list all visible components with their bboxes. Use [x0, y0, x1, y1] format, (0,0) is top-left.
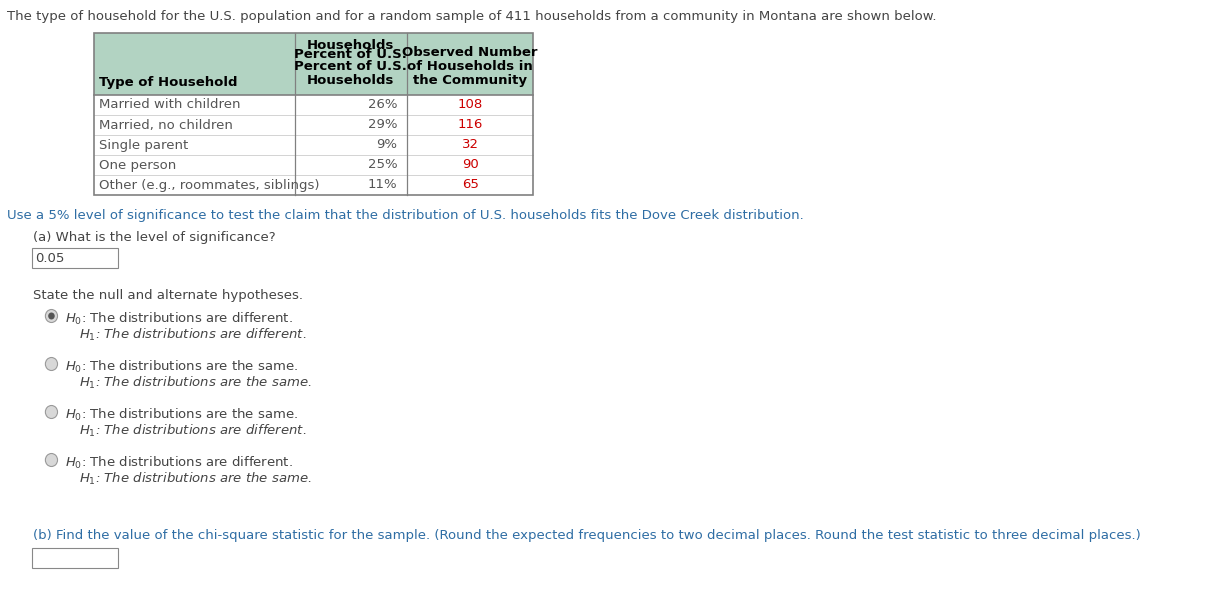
- Text: 108: 108: [458, 98, 483, 111]
- Text: (b) Find the value of the chi-square statistic for the sample. (Round the expect: (b) Find the value of the chi-square sta…: [33, 529, 1140, 542]
- Text: 25%: 25%: [368, 158, 398, 171]
- Circle shape: [49, 313, 55, 320]
- FancyBboxPatch shape: [32, 548, 118, 568]
- Text: $H_1$: The distributions are the same.: $H_1$: The distributions are the same.: [79, 375, 312, 391]
- Text: Households: Households: [307, 39, 394, 52]
- Text: $H_1$: The distributions are different.: $H_1$: The distributions are different.: [79, 327, 307, 343]
- FancyBboxPatch shape: [32, 248, 118, 268]
- Text: $H_1$: The distributions are the same.: $H_1$: The distributions are the same.: [79, 471, 312, 487]
- Text: 29%: 29%: [368, 119, 398, 132]
- Text: Use a 5% level of significance to test the claim that the distribution of U.S. h: Use a 5% level of significance to test t…: [7, 209, 804, 222]
- Text: $H_1$: The distributions are different.: $H_1$: The distributions are different.: [79, 423, 307, 439]
- Text: 32: 32: [461, 139, 478, 151]
- Text: 26%: 26%: [368, 98, 398, 111]
- Text: Married, no children: Married, no children: [99, 119, 232, 132]
- Text: Married with children: Married with children: [99, 98, 241, 111]
- Text: $H_0$: The distributions are different.: $H_0$: The distributions are different.: [66, 311, 293, 327]
- Text: the Community: the Community: [413, 74, 527, 87]
- Text: Observed Number: Observed Number: [403, 46, 538, 59]
- Text: $H_0$: The distributions are the same.: $H_0$: The distributions are the same.: [66, 359, 298, 375]
- Text: Percent of U.S.: Percent of U.S.: [295, 60, 408, 73]
- Text: $H_0$: The distributions are different.: $H_0$: The distributions are different.: [66, 455, 293, 471]
- Circle shape: [45, 454, 57, 467]
- Text: 90: 90: [461, 158, 478, 171]
- Circle shape: [45, 310, 57, 323]
- Text: 65: 65: [461, 178, 478, 192]
- Text: One person: One person: [99, 158, 176, 171]
- Text: Type of Household: Type of Household: [99, 76, 237, 89]
- Text: 9%: 9%: [376, 139, 398, 151]
- Text: 0.05: 0.05: [35, 251, 65, 264]
- Circle shape: [45, 406, 57, 419]
- Text: 116: 116: [458, 119, 483, 132]
- Text: Households: Households: [307, 74, 394, 87]
- Circle shape: [45, 358, 57, 371]
- Text: State the null and alternate hypotheses.: State the null and alternate hypotheses.: [33, 289, 303, 302]
- FancyBboxPatch shape: [94, 33, 533, 95]
- Text: 11%: 11%: [368, 178, 398, 192]
- Text: The type of household for the U.S. population and for a random sample of 411 hou: The type of household for the U.S. popul…: [7, 10, 937, 23]
- Text: Single parent: Single parent: [99, 139, 189, 151]
- Text: Other (e.g., roommates, siblings): Other (e.g., roommates, siblings): [99, 178, 320, 192]
- Text: Percent of U.S.: Percent of U.S.: [295, 48, 408, 61]
- Text: $H_0$: The distributions are the same.: $H_0$: The distributions are the same.: [66, 407, 298, 423]
- Text: of Households in: of Households in: [408, 60, 533, 73]
- Text: (a) What is the level of significance?: (a) What is the level of significance?: [33, 231, 275, 244]
